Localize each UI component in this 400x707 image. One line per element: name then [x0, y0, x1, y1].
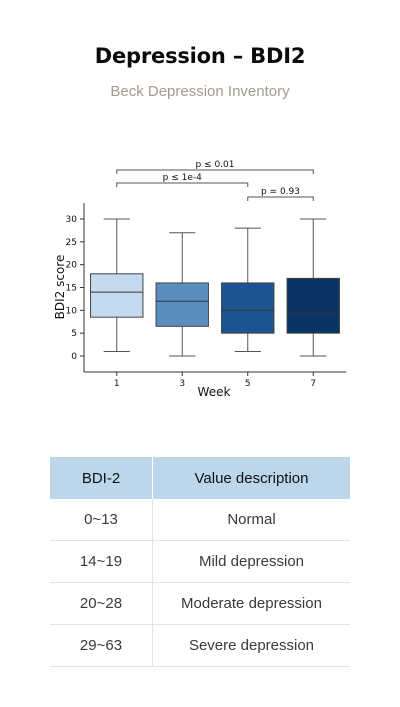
- x-tick-label: 7: [310, 379, 316, 389]
- table-row: 20~28 Moderate depression: [50, 582, 350, 625]
- x-tick-label: 5: [245, 379, 251, 389]
- table-cell-range: 0~13: [50, 499, 153, 541]
- y-tick-label: 25: [66, 238, 77, 248]
- table-cell-description: Normal: [152, 499, 350, 541]
- table-cell-description: Mild depression: [152, 540, 350, 583]
- table-header-description: Value description: [152, 457, 350, 499]
- box-week-3: [155, 282, 209, 327]
- table-row: 14~19 Mild depression: [50, 540, 350, 583]
- x-ticks: 1 3 5 7: [114, 372, 316, 389]
- box-week-7: [286, 277, 340, 334]
- table-row: 0~13 Normal: [50, 499, 350, 541]
- boxes: [90, 218, 340, 357]
- table-header-score: BDI-2: [50, 457, 153, 499]
- table-cell-range: 14~19: [50, 540, 153, 583]
- significance-bracket: [116, 182, 249, 187]
- significance-label: p ≤ 1e-4: [163, 173, 202, 183]
- y-tick-label: 15: [66, 284, 77, 294]
- page-title: Depression – BDI2: [94, 44, 306, 68]
- table-cell-range: 29~63: [50, 624, 153, 667]
- bdi-score-table: BDI-2 Value description 0~13 Normal 14~1…: [50, 457, 350, 667]
- y-ticks: 0 5 10 15 20 25 30: [66, 215, 84, 362]
- significance-label: p = 0.93: [261, 187, 300, 197]
- significance-bracket: [247, 196, 314, 201]
- x-tick-label: 1: [114, 379, 120, 389]
- page-subtitle: Beck Depression Inventory: [110, 83, 290, 100]
- y-tick-label: 0: [71, 352, 77, 362]
- significance-label: p ≤ 0.01: [195, 160, 234, 170]
- x-axis-label: Week: [198, 385, 231, 399]
- box-week-1: [90, 273, 144, 318]
- y-tick-label: 10: [66, 306, 78, 316]
- boxplot-chart: 0 5 10 15 20 25 30 1 3 5 7 p ≤ 0.01 p ≤ 1e-4 p = 0.…: [0, 150, 400, 410]
- significance-annotations: p ≤ 0.01 p ≤ 1e-4 p = 0.93: [116, 160, 314, 201]
- y-tick-label: 20: [66, 261, 78, 271]
- table-cell-description: Severe depression: [152, 624, 350, 667]
- bdi-table: BDI-2 Value description 0~13 Normal 14~1…: [50, 457, 350, 667]
- x-tick-label: 3: [179, 379, 185, 389]
- box-week-5: [221, 282, 275, 334]
- y-tick-label: 5: [71, 329, 77, 339]
- y-tick-label: 30: [66, 215, 78, 225]
- table-cell-description: Moderate depression: [152, 582, 350, 625]
- significance-bracket: [116, 169, 314, 174]
- boxplot-svg: 0 5 10 15 20 25 30 1 3 5 7 p ≤ 0.01 p ≤ 1e-4 p = 0.…: [53, 160, 346, 399]
- y-axis-label: BDI2 score: [53, 255, 67, 320]
- table-cell-range: 20~28: [50, 582, 153, 625]
- table-header-row: BDI-2 Value description: [50, 457, 350, 499]
- table-row: 29~63 Severe depression: [50, 624, 350, 667]
